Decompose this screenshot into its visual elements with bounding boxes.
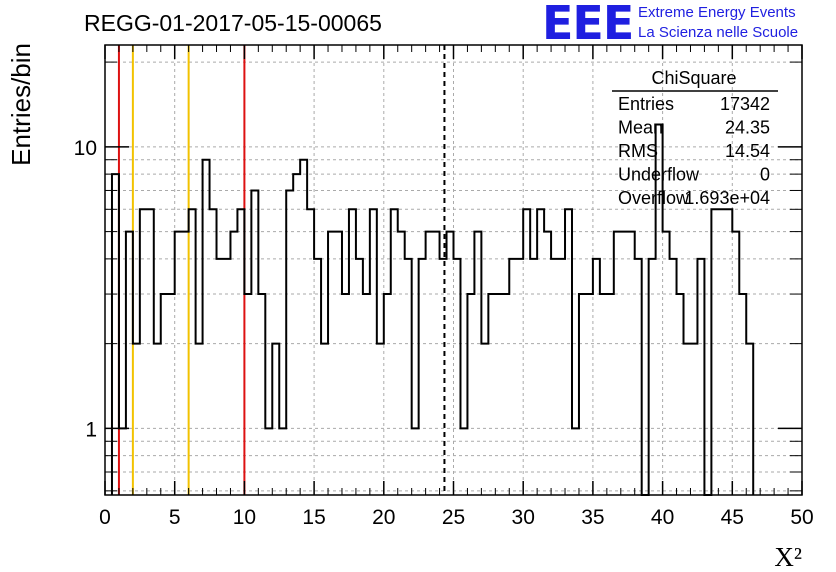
stats-row-label: Underflow xyxy=(618,165,700,185)
eee-logo: EEE xyxy=(542,0,634,50)
stats-title: ChiSquare xyxy=(651,68,736,88)
x-axis-label: X² xyxy=(774,542,802,572)
stats-row-value: 1.693e+04 xyxy=(684,188,770,208)
x-tick-label: 50 xyxy=(790,506,813,529)
stats-box: ChiSquare Entries 17342 Mean 24.35 RMS 14.54 Un… xyxy=(612,68,778,208)
stats-row-label: Entries xyxy=(618,94,674,114)
logo-line-2: La Scienza nelle Scuole xyxy=(638,24,799,41)
stats-row-label: RMS xyxy=(618,141,658,161)
x-tick-label: 35 xyxy=(581,506,604,529)
chart-title: REGG-01-2017-05-15-00065 xyxy=(84,10,382,36)
stats-row-label: Mean xyxy=(618,118,663,138)
y-tick-label: 10 xyxy=(74,137,97,160)
stats-row-value: 24.35 xyxy=(725,118,770,138)
x-tick-label: 45 xyxy=(721,506,744,529)
x-tick-label: 10 xyxy=(233,506,256,529)
y-axis-label: Entries/bin xyxy=(6,43,36,166)
x-tick-label: 25 xyxy=(442,506,465,529)
x-tick-label: 40 xyxy=(651,506,674,529)
logo-line-1: Extreme Energy Events xyxy=(638,4,796,21)
x-tick-label: 30 xyxy=(512,506,535,529)
x-tick-label: 20 xyxy=(372,506,395,529)
x-tick-label: 15 xyxy=(302,506,325,529)
stats-row-value: 14.54 xyxy=(725,141,770,161)
stats-row-value: 17342 xyxy=(720,94,770,114)
x-tick-label: 0 xyxy=(99,506,111,529)
x-tick-label: 5 xyxy=(169,506,181,529)
y-tick-label: 1 xyxy=(85,418,97,441)
stats-row-value: 0 xyxy=(760,165,770,185)
stats-row-label: Overflow xyxy=(618,188,690,208)
